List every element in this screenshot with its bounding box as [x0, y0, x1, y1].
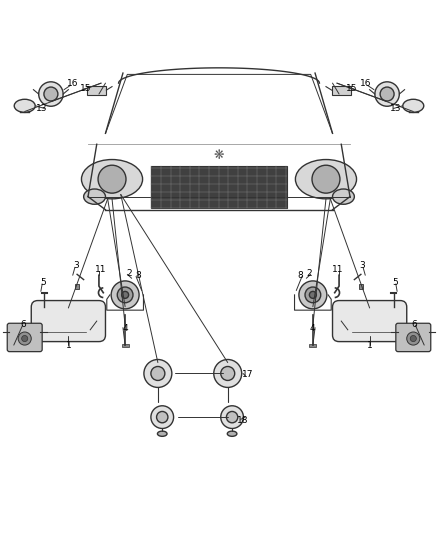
Circle shape — [305, 287, 321, 303]
Ellipse shape — [81, 159, 143, 199]
Bar — [359, 284, 363, 289]
Text: 4: 4 — [122, 324, 128, 333]
Bar — [122, 344, 129, 348]
Circle shape — [410, 335, 417, 342]
Text: 16: 16 — [360, 79, 371, 88]
Text: 3: 3 — [359, 261, 365, 270]
Circle shape — [151, 406, 173, 429]
Text: 13: 13 — [390, 104, 402, 113]
Circle shape — [18, 332, 31, 345]
Text: 5: 5 — [392, 278, 398, 287]
Circle shape — [214, 359, 242, 387]
Text: 13: 13 — [36, 104, 48, 113]
FancyBboxPatch shape — [396, 323, 431, 352]
Text: 8: 8 — [135, 271, 141, 280]
Ellipse shape — [157, 431, 167, 437]
Ellipse shape — [227, 431, 237, 437]
Circle shape — [98, 165, 126, 193]
Ellipse shape — [84, 189, 106, 204]
Circle shape — [122, 292, 129, 298]
Circle shape — [111, 281, 139, 309]
Circle shape — [39, 82, 63, 106]
Ellipse shape — [14, 99, 35, 112]
Circle shape — [407, 332, 420, 345]
Ellipse shape — [332, 189, 354, 204]
Text: 18: 18 — [237, 416, 249, 425]
Text: 1: 1 — [66, 341, 71, 350]
Bar — [332, 86, 351, 95]
FancyBboxPatch shape — [332, 301, 407, 342]
Bar — [87, 86, 106, 95]
Circle shape — [156, 411, 168, 423]
Text: 15: 15 — [346, 84, 358, 93]
Text: 15: 15 — [80, 84, 92, 93]
Ellipse shape — [403, 99, 424, 112]
Circle shape — [221, 406, 244, 429]
FancyBboxPatch shape — [7, 323, 42, 352]
Text: 11: 11 — [95, 264, 106, 273]
Circle shape — [312, 165, 340, 193]
Text: 16: 16 — [67, 79, 78, 88]
Text: 3: 3 — [73, 261, 79, 270]
Text: 2: 2 — [126, 269, 132, 278]
Bar — [151, 166, 287, 207]
Circle shape — [117, 287, 133, 303]
Circle shape — [21, 335, 28, 342]
Text: 5: 5 — [40, 278, 46, 287]
Circle shape — [221, 367, 235, 381]
Circle shape — [226, 411, 238, 423]
Circle shape — [309, 292, 316, 298]
Circle shape — [44, 87, 58, 101]
Text: 8: 8 — [297, 271, 303, 280]
Text: 1: 1 — [367, 341, 372, 350]
Text: 17: 17 — [242, 370, 253, 379]
Circle shape — [299, 281, 327, 309]
Circle shape — [380, 87, 394, 101]
Text: 6: 6 — [21, 320, 26, 329]
Text: ❋: ❋ — [214, 149, 224, 161]
Text: 4: 4 — [310, 324, 316, 333]
Circle shape — [375, 82, 399, 106]
Text: 6: 6 — [412, 320, 417, 329]
Circle shape — [144, 359, 172, 387]
Bar — [75, 284, 79, 289]
FancyBboxPatch shape — [31, 301, 106, 342]
Circle shape — [151, 367, 165, 381]
Text: 2: 2 — [306, 269, 312, 278]
Text: 11: 11 — [332, 264, 343, 273]
Ellipse shape — [295, 159, 357, 199]
Bar — [309, 344, 316, 348]
